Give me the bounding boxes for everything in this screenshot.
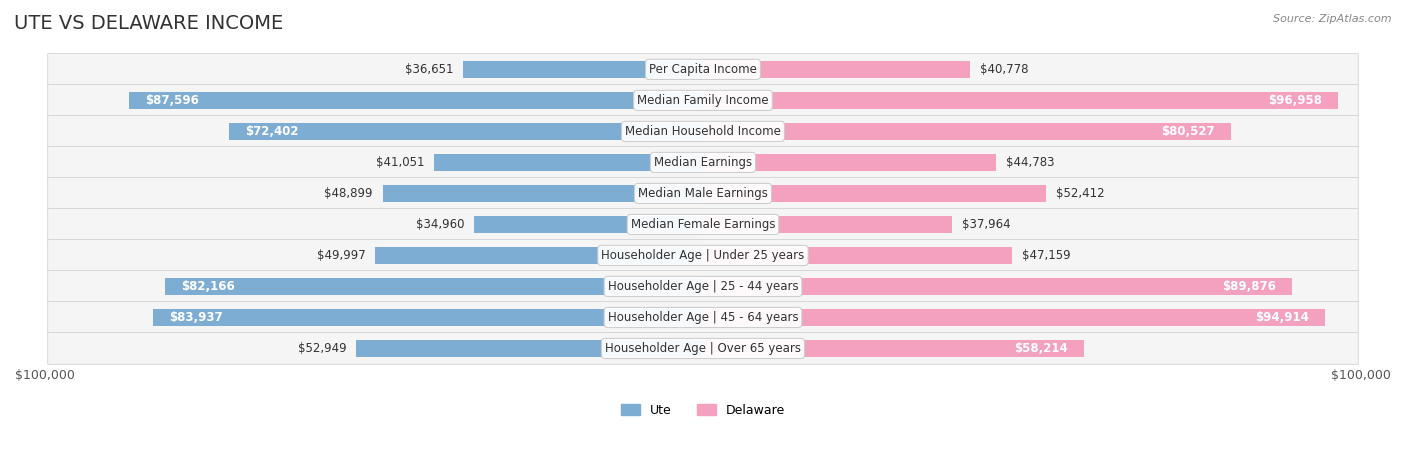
FancyBboxPatch shape xyxy=(48,177,1358,209)
Text: $58,214: $58,214 xyxy=(1014,342,1069,355)
Bar xyxy=(153,309,703,326)
Text: Median Household Income: Median Household Income xyxy=(626,125,780,138)
Bar xyxy=(129,92,703,109)
Bar xyxy=(434,154,703,171)
Text: $72,402: $72,402 xyxy=(245,125,298,138)
FancyBboxPatch shape xyxy=(48,271,1358,302)
Text: $94,914: $94,914 xyxy=(1254,311,1309,324)
Text: $100,000: $100,000 xyxy=(1331,368,1391,382)
FancyBboxPatch shape xyxy=(48,85,1358,116)
Text: $36,651: $36,651 xyxy=(405,63,453,76)
FancyBboxPatch shape xyxy=(48,209,1358,240)
Text: $48,899: $48,899 xyxy=(325,187,373,200)
Legend: Ute, Delaware: Ute, Delaware xyxy=(616,399,790,422)
Bar xyxy=(703,185,1046,202)
Text: Householder Age | 45 - 64 years: Householder Age | 45 - 64 years xyxy=(607,311,799,324)
Text: Median Family Income: Median Family Income xyxy=(637,94,769,107)
Bar xyxy=(703,216,952,233)
Text: $44,783: $44,783 xyxy=(1007,156,1054,169)
Text: $41,051: $41,051 xyxy=(375,156,425,169)
Text: $49,997: $49,997 xyxy=(316,249,366,262)
Bar xyxy=(229,123,703,140)
Text: $96,958: $96,958 xyxy=(1268,94,1322,107)
Text: Median Female Earnings: Median Female Earnings xyxy=(631,218,775,231)
Text: Median Earnings: Median Earnings xyxy=(654,156,752,169)
Text: $100,000: $100,000 xyxy=(15,368,75,382)
Bar xyxy=(703,61,970,78)
Text: $34,960: $34,960 xyxy=(416,218,464,231)
Bar xyxy=(356,340,703,357)
Text: $89,876: $89,876 xyxy=(1222,280,1275,293)
FancyBboxPatch shape xyxy=(48,333,1358,364)
Bar xyxy=(703,278,1292,295)
Text: Per Capita Income: Per Capita Income xyxy=(650,63,756,76)
Text: $40,778: $40,778 xyxy=(980,63,1029,76)
Text: Householder Age | Under 25 years: Householder Age | Under 25 years xyxy=(602,249,804,262)
Text: Householder Age | 25 - 44 years: Householder Age | 25 - 44 years xyxy=(607,280,799,293)
Bar xyxy=(165,278,703,295)
Bar xyxy=(375,247,703,264)
FancyBboxPatch shape xyxy=(48,302,1358,333)
Bar xyxy=(382,185,703,202)
Bar xyxy=(703,309,1324,326)
Bar xyxy=(703,154,997,171)
Text: $80,527: $80,527 xyxy=(1160,125,1215,138)
Text: $82,166: $82,166 xyxy=(181,280,235,293)
Text: UTE VS DELAWARE INCOME: UTE VS DELAWARE INCOME xyxy=(14,14,284,33)
Text: Source: ZipAtlas.com: Source: ZipAtlas.com xyxy=(1274,14,1392,24)
Bar xyxy=(703,340,1084,357)
Text: Householder Age | Over 65 years: Householder Age | Over 65 years xyxy=(605,342,801,355)
Text: $47,159: $47,159 xyxy=(1022,249,1070,262)
FancyBboxPatch shape xyxy=(48,240,1358,271)
Bar xyxy=(703,92,1339,109)
Text: $87,596: $87,596 xyxy=(145,94,200,107)
Text: $52,412: $52,412 xyxy=(1056,187,1105,200)
Bar xyxy=(703,247,1012,264)
Text: $83,937: $83,937 xyxy=(169,311,224,324)
FancyBboxPatch shape xyxy=(48,54,1358,85)
Bar xyxy=(463,61,703,78)
Text: $37,964: $37,964 xyxy=(962,218,1010,231)
Text: Median Male Earnings: Median Male Earnings xyxy=(638,187,768,200)
FancyBboxPatch shape xyxy=(48,116,1358,147)
Text: $52,949: $52,949 xyxy=(298,342,346,355)
FancyBboxPatch shape xyxy=(48,147,1358,178)
Bar xyxy=(703,123,1230,140)
Bar xyxy=(474,216,703,233)
